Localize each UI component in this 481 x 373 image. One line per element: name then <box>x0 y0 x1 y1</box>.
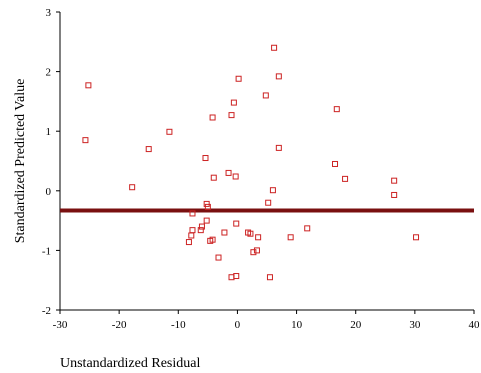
points-group <box>82 44 420 281</box>
y-tick-label: 3 <box>46 7 52 19</box>
y-tick-label: -2 <box>42 305 51 317</box>
x-axis-title: Unstandardized Residual <box>60 356 200 371</box>
data-point <box>253 247 260 254</box>
data-point <box>188 232 195 239</box>
data-point <box>333 106 340 113</box>
data-point <box>235 75 242 82</box>
data-point <box>228 112 235 119</box>
x-tick-label: 0 <box>235 319 241 331</box>
y-tick-label: 0 <box>46 186 52 198</box>
data-point <box>210 174 217 181</box>
data-point <box>304 225 311 232</box>
data-point <box>189 210 196 217</box>
data-point <box>275 73 282 80</box>
data-point <box>82 137 89 144</box>
data-point <box>185 239 192 246</box>
y-tick-label: 2 <box>46 67 52 79</box>
data-point <box>215 254 222 261</box>
data-point <box>145 146 152 153</box>
x-tick-label: 40 <box>469 319 481 331</box>
data-point <box>189 227 196 234</box>
x-tick-label: -10 <box>171 319 186 331</box>
x-tick-label: 30 <box>409 319 421 331</box>
data-point <box>129 184 136 191</box>
data-point <box>391 191 398 198</box>
data-point <box>198 223 205 230</box>
x-tick-label: -20 <box>112 319 127 331</box>
data-point <box>271 44 278 51</box>
data-point <box>265 199 272 206</box>
data-point <box>342 175 349 182</box>
data-point <box>255 234 262 241</box>
data-point <box>262 92 269 99</box>
data-point <box>166 128 173 135</box>
data-point <box>233 220 240 227</box>
data-point <box>203 217 210 224</box>
data-point <box>332 160 339 167</box>
data-point <box>275 144 282 151</box>
data-point <box>228 274 235 281</box>
data-point <box>391 177 398 184</box>
data-point <box>221 229 228 236</box>
data-point <box>247 230 254 237</box>
y-tick-label: 1 <box>46 126 52 138</box>
x-tick-label: -30 <box>53 319 68 331</box>
data-point <box>202 155 209 162</box>
data-point <box>209 114 216 121</box>
data-point <box>85 82 92 89</box>
axes <box>56 11 475 314</box>
data-point <box>225 169 232 176</box>
x-tick-label: 20 <box>350 319 362 331</box>
y-tick-label: -1 <box>42 245 51 257</box>
y-axis-title: Standardized Predicted Value <box>13 79 28 244</box>
x-tick-label: 10 <box>291 319 303 331</box>
data-point <box>266 274 273 281</box>
data-point <box>230 99 237 106</box>
data-point <box>232 173 239 180</box>
data-point <box>250 249 257 256</box>
data-point <box>413 234 420 241</box>
data-point <box>204 203 211 210</box>
data-point <box>197 227 204 234</box>
data-point <box>269 187 276 194</box>
data-point <box>207 237 214 244</box>
data-point <box>287 234 294 241</box>
